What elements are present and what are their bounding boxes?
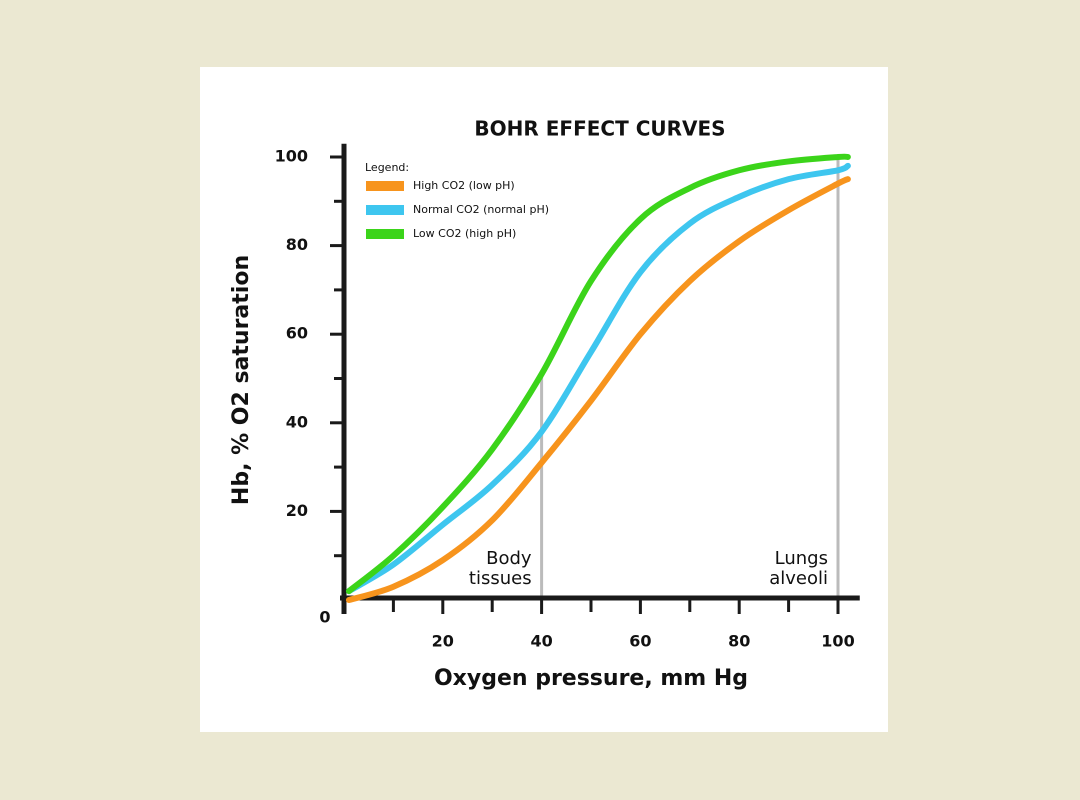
annotation: Body xyxy=(486,548,532,569)
y-tick-label: 60 xyxy=(286,324,308,343)
y-tick-label: 80 xyxy=(286,235,308,254)
legend-label: Normal CO2 (normal pH) xyxy=(413,203,549,216)
x-tick-label: 60 xyxy=(629,632,651,651)
legend-title: Legend: xyxy=(365,161,409,174)
legend-swatch xyxy=(366,205,404,215)
y-tick-label: 40 xyxy=(286,412,308,431)
annotation: alveoli xyxy=(769,568,828,589)
y-tick-label: 0 xyxy=(319,608,330,627)
annotation: tissues xyxy=(469,568,532,589)
x-tick-label: 100 xyxy=(821,632,854,651)
y-tick-label: 20 xyxy=(286,501,308,520)
legend-swatch xyxy=(366,181,404,191)
series-line xyxy=(345,162,851,595)
x-tick-label: 80 xyxy=(728,632,750,651)
x-tick-label: 20 xyxy=(432,632,454,651)
chart-title: BOHR EFFECT CURVES xyxy=(474,117,725,141)
series-line xyxy=(345,153,851,595)
legend-label: Low CO2 (high pH) xyxy=(413,227,516,240)
panel xyxy=(200,67,888,732)
x-axis-label: Oxygen pressure, mm Hg xyxy=(434,666,748,691)
y-axis-label: Hb, % O2 saturation xyxy=(229,255,254,505)
legend-swatch xyxy=(366,229,404,239)
annotation: Lungs xyxy=(775,548,828,569)
x-tick-label: 40 xyxy=(530,632,552,651)
legend-label: High CO2 (low pH) xyxy=(413,179,515,192)
y-tick-label: 100 xyxy=(275,147,308,166)
series-line xyxy=(345,176,851,603)
